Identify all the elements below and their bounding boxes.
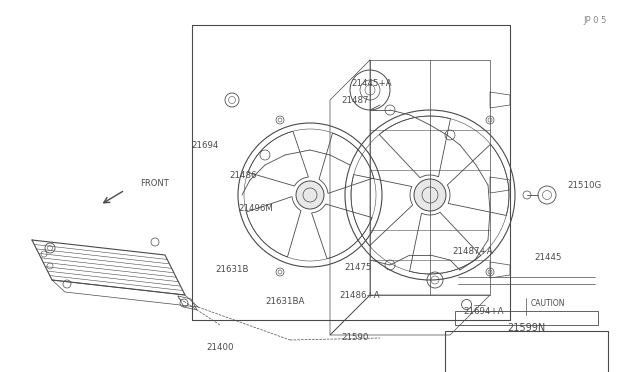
Text: 21590: 21590 (341, 333, 369, 341)
Text: 21631BA: 21631BA (266, 298, 305, 307)
Text: 21694: 21694 (191, 141, 219, 150)
Text: 21445: 21445 (534, 253, 562, 263)
Circle shape (303, 188, 317, 202)
Text: 21487: 21487 (341, 96, 369, 105)
Text: 21486: 21486 (229, 170, 257, 180)
Text: JP 0 5: JP 0 5 (583, 16, 607, 25)
Text: 21510G: 21510G (567, 180, 601, 189)
Text: 21599N: 21599N (508, 323, 545, 333)
Text: 21487+A: 21487+A (452, 247, 493, 257)
Text: 21631B: 21631B (215, 266, 249, 275)
Bar (454, 311, 598, 325)
Text: 21496M: 21496M (239, 203, 273, 212)
Bar (445, 331, 608, 372)
Text: CAUTION: CAUTION (531, 299, 565, 308)
Circle shape (422, 187, 438, 203)
Circle shape (414, 179, 446, 211)
Text: 21486+A: 21486+A (340, 292, 380, 301)
Text: 21694+A: 21694+A (464, 308, 504, 317)
Text: 21445+A: 21445+A (352, 78, 392, 87)
Text: 21400: 21400 (206, 343, 234, 353)
Text: FRONT: FRONT (140, 179, 169, 187)
Circle shape (296, 181, 324, 209)
Text: 21475: 21475 (344, 263, 372, 273)
